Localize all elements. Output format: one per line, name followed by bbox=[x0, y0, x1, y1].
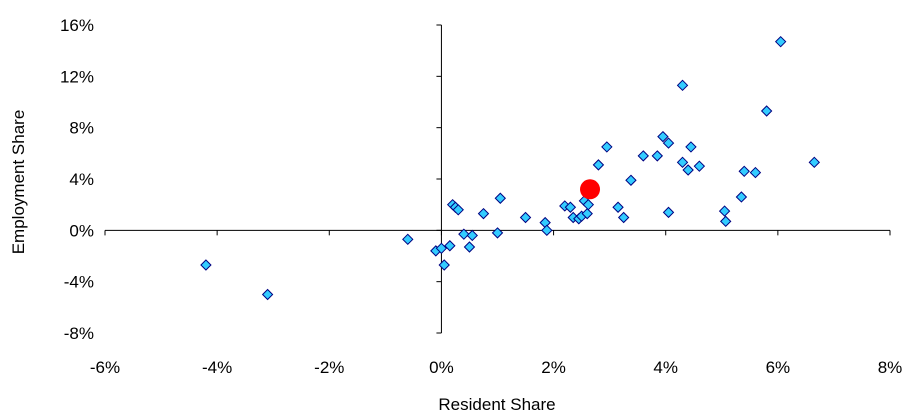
y-tick-labels: -8% -4% 0% 4% 8% 12% 16% bbox=[60, 16, 94, 343]
y-tick-label: -8% bbox=[64, 324, 94, 343]
data-point-diamond bbox=[463, 241, 476, 253]
data-point-diamond bbox=[682, 164, 694, 176]
data-point-diamond bbox=[452, 204, 464, 216]
data-point-diamond bbox=[581, 207, 593, 220]
x-tick-labels: -6% -4% -2% 0% 2% 4% 6% 8% bbox=[90, 358, 902, 377]
data-points bbox=[200, 35, 821, 301]
data-point-diamond bbox=[718, 205, 731, 217]
data-point-diamond bbox=[477, 207, 490, 220]
data-point-diamond bbox=[541, 224, 553, 237]
data-point-diamond bbox=[435, 242, 448, 255]
data-point-diamond bbox=[582, 198, 595, 211]
x-axis-title: Resident Share bbox=[438, 395, 555, 414]
data-point-diamond bbox=[601, 141, 613, 153]
data-point-diamond bbox=[466, 229, 478, 242]
y-tick-label: 0% bbox=[69, 221, 94, 240]
data-point-diamond bbox=[625, 174, 637, 186]
data-point-diamond bbox=[685, 141, 697, 153]
x-tick-label: 4% bbox=[653, 358, 678, 377]
data-point-diamond bbox=[662, 206, 675, 219]
x-tick-label: 0% bbox=[429, 358, 454, 377]
data-point-diamond bbox=[592, 159, 605, 171]
data-point-diamond bbox=[438, 259, 450, 271]
x-tick-label: 2% bbox=[541, 358, 566, 377]
data-point-diamond bbox=[760, 105, 773, 117]
data-point-diamond bbox=[774, 35, 787, 48]
y-tick-label: -4% bbox=[64, 273, 94, 292]
data-point-diamond bbox=[735, 191, 748, 203]
y-tick-label: 12% bbox=[60, 67, 94, 86]
data-point-diamond bbox=[491, 227, 504, 239]
data-point-diamond bbox=[749, 166, 762, 179]
data-point-diamond bbox=[519, 211, 532, 224]
x-tick-label: 8% bbox=[878, 358, 903, 377]
data-point-diamond bbox=[808, 156, 821, 169]
data-point-diamond bbox=[564, 201, 577, 213]
data-point-diamond bbox=[458, 228, 470, 240]
data-point-diamond bbox=[261, 288, 274, 301]
x-tick-label: 6% bbox=[766, 358, 791, 377]
axes bbox=[104, 24, 891, 334]
y-axis-title: Employment Share bbox=[9, 110, 28, 255]
data-point-diamond bbox=[494, 192, 507, 204]
y-tick-label: 16% bbox=[60, 16, 94, 35]
data-point-diamond bbox=[651, 150, 664, 162]
data-point-diamond bbox=[693, 160, 706, 172]
y-tick-label: 8% bbox=[69, 119, 94, 138]
data-point-diamond bbox=[200, 259, 212, 271]
x-tick-label: -4% bbox=[202, 358, 232, 377]
y-tick-label: 4% bbox=[69, 170, 94, 189]
data-point-diamond bbox=[402, 233, 414, 246]
data-point-diamond bbox=[612, 201, 624, 213]
highlight-point bbox=[580, 179, 601, 200]
data-point-diamond bbox=[662, 137, 675, 149]
data-point-diamond bbox=[617, 211, 630, 224]
data-point-diamond bbox=[738, 165, 750, 178]
x-tick-label: -6% bbox=[90, 358, 120, 377]
x-tick-label: -2% bbox=[314, 358, 344, 377]
data-point-diamond bbox=[444, 240, 456, 252]
data-point-diamond bbox=[676, 156, 689, 169]
data-point-diamond bbox=[539, 216, 551, 229]
data-point-diamond bbox=[657, 130, 669, 143]
data-point-diamond bbox=[720, 215, 732, 228]
data-point-diamond bbox=[637, 150, 649, 162]
data-point-diamond bbox=[676, 79, 689, 92]
